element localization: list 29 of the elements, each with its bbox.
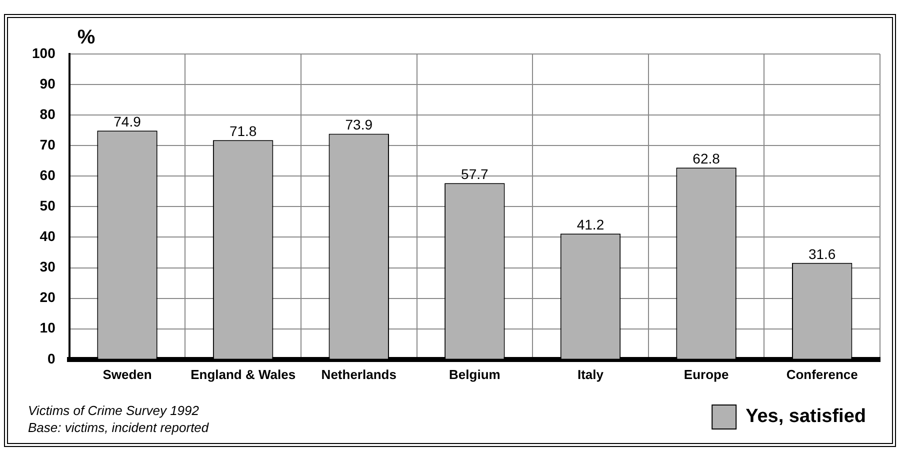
x-tick-label: Netherlands: [321, 366, 396, 382]
data-label: 41.2: [576, 216, 604, 232]
y-tick-label: 30: [40, 258, 56, 275]
data-label: 73.9: [345, 116, 373, 133]
x-tick-label: England & Wales: [190, 366, 296, 382]
x-tick-label: Europe: [684, 366, 729, 382]
data-label: 62.8: [692, 150, 720, 166]
x-tick-label: Italy: [577, 366, 604, 382]
y-tick-label: 10: [40, 320, 56, 336]
y-tick-label: 50: [40, 198, 56, 214]
x-tick-label: Sweden: [102, 366, 152, 382]
data-label: 74.9: [114, 114, 142, 130]
text: Base: victims, incident reported: [28, 420, 210, 435]
y-tick-label: 90: [40, 75, 56, 92]
y-tick-label: 20: [40, 289, 56, 306]
legend-label: Yes, satisfied: [746, 406, 866, 428]
x-tick-label: Belgium: [449, 366, 500, 382]
y-tick-label: 70: [40, 136, 56, 152]
data-label: 31.6: [808, 246, 836, 262]
data-label: 57.7: [461, 166, 489, 182]
y-tick-label: 0: [48, 350, 56, 366]
y-tick-label: 40: [40, 228, 56, 244]
y-tick-label: 60: [40, 167, 56, 184]
data-label: 71.8: [229, 122, 257, 139]
y-axis-title: %: [77, 26, 96, 49]
y-tick-label: 80: [40, 106, 56, 122]
text: Victims of Crime Survey 1992: [28, 403, 200, 418]
y-tick-label: 100: [32, 44, 56, 61]
x-tick-label: Conference: [786, 366, 858, 382]
